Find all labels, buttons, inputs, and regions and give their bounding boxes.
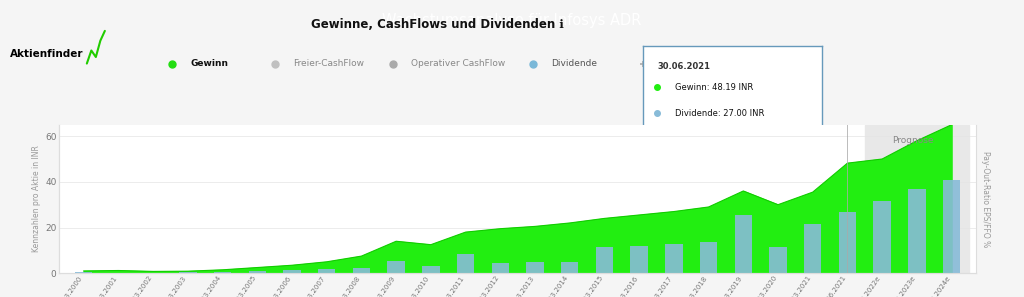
Bar — [214, 272, 231, 273]
Bar — [734, 215, 752, 273]
Bar — [318, 269, 336, 273]
Bar — [631, 246, 648, 273]
Text: Aktienfinder: Aktienfinder — [10, 49, 84, 59]
Text: Pay-Out: Pay-Out — [662, 59, 697, 68]
Bar — [804, 224, 821, 273]
Text: Dividende: Dividende — [551, 59, 597, 68]
Bar — [596, 247, 613, 273]
Text: Gewinne, CashFlows und Dividenden ℹ: Gewinne, CashFlows und Dividenden ℹ — [310, 18, 563, 31]
Bar — [699, 242, 717, 273]
Text: Gewinn: Gewinn — [190, 59, 228, 68]
Bar — [352, 268, 370, 273]
Text: Gewinn: 48.19 INR: Gewinn: 48.19 INR — [676, 83, 754, 92]
Bar — [492, 263, 509, 273]
Bar — [422, 266, 439, 273]
Bar — [457, 254, 474, 273]
Bar — [75, 272, 92, 273]
Bar — [873, 201, 891, 273]
Bar — [769, 247, 786, 273]
Bar — [666, 244, 683, 273]
Text: 30.06.2021: 30.06.2021 — [657, 61, 711, 71]
Text: Freier-CashFlow: Freier-CashFlow — [293, 59, 365, 68]
Bar — [526, 262, 544, 273]
Y-axis label: Pay-Out-Ratio EPS/FFO %: Pay-Out-Ratio EPS/FFO % — [981, 151, 990, 247]
Text: Wachstumsanalyse für Infosys ADR: Wachstumsanalyse für Infosys ADR — [382, 12, 642, 28]
Text: Dividende: 27.00 INR: Dividende: 27.00 INR — [676, 109, 765, 118]
Bar — [865, 125, 969, 273]
Bar — [943, 180, 961, 273]
Text: Prognose: Prognose — [893, 136, 934, 145]
Text: Operativer CashFlow: Operativer CashFlow — [412, 59, 506, 68]
Bar — [839, 211, 856, 273]
Bar — [284, 271, 301, 273]
Bar — [179, 272, 197, 273]
Y-axis label: Kennzahlen pro Aktie in INR: Kennzahlen pro Aktie in INR — [32, 146, 41, 252]
Bar — [387, 261, 404, 273]
Bar — [561, 262, 579, 273]
Bar — [908, 189, 926, 273]
Bar — [249, 271, 266, 273]
